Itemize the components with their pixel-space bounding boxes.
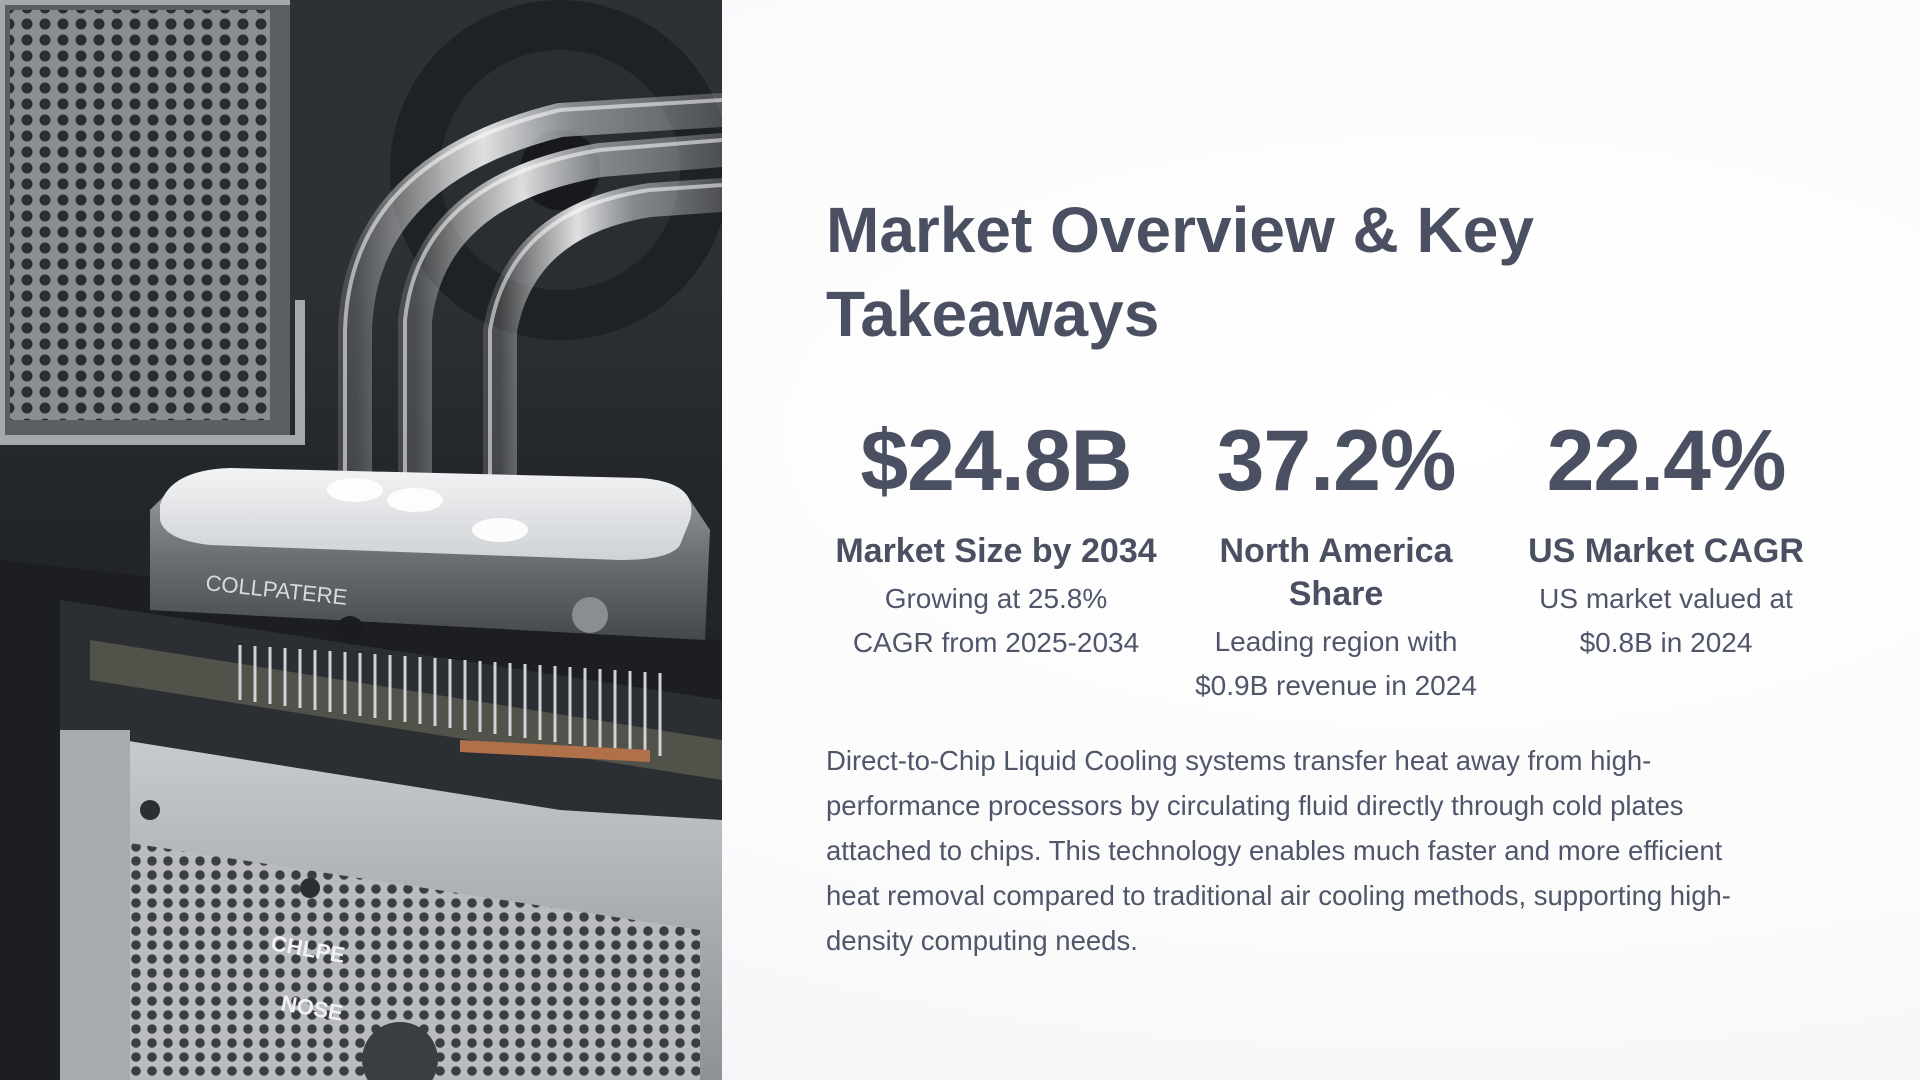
slide-title: Market Overview & Key Takeaways xyxy=(826,194,1534,350)
stat-description: Growing at 25.8% CAGR from 2025-2034 xyxy=(852,583,1140,658)
content-panel: Market Overview & Key Takeaways $24.8B M… xyxy=(826,188,1826,991)
stat-value: $24.8B xyxy=(860,413,1132,509)
stat-label: North America Share xyxy=(1219,532,1453,613)
liquid-cooling-hardware-photo: COLLPATERE xyxy=(0,0,722,1080)
stat-north-america-share: 37.2% North America Share Leading region… xyxy=(1166,416,1506,708)
stat-us-market-cagr: 22.4% US Market CAGR US market valued at… xyxy=(1506,416,1826,708)
body-paragraph: Direct-to-Chip Liquid Cooling systems tr… xyxy=(826,745,1731,956)
stat-market-size: $24.8B Market Size by 2034 Growing at 25… xyxy=(826,416,1166,708)
stat-description: US market valued at $0.8B in 2024 xyxy=(1539,583,1793,658)
stat-label: Market Size by 2034 xyxy=(835,532,1157,570)
stat-label: US Market CAGR xyxy=(1528,532,1804,570)
stat-value: 22.4% xyxy=(1546,413,1787,509)
stat-value: 37.2% xyxy=(1216,413,1457,509)
stat-description: Leading region with $0.9B revenue in 202… xyxy=(1195,626,1477,701)
key-stats: $24.8B Market Size by 2034 Growing at 25… xyxy=(826,416,1826,708)
